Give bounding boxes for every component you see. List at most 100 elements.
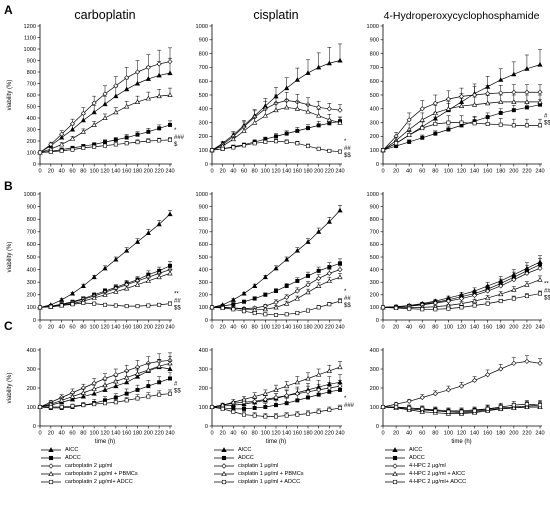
y-tick-label: 100	[199, 405, 208, 411]
data-point	[59, 134, 65, 140]
legend-label: cisplatin 1 µg/ml	[238, 463, 279, 469]
legend-label: cisplatin 1 µg/ml + PBMCs	[238, 471, 304, 477]
legend-symbol	[214, 463, 234, 469]
series-5	[38, 389, 172, 409]
data-point	[145, 95, 151, 101]
x-tick-label: 60	[241, 431, 247, 437]
x-tick-label: 140	[282, 325, 291, 331]
chart-panel-b-2: 0 100 200 300 400 500 600 700 800 900 1000 0 20 40 60 8…	[196, 192, 352, 331]
y-tick-label: 200	[370, 386, 379, 392]
y-tick-label: 0	[376, 424, 379, 430]
data-point	[537, 276, 543, 282]
series-5	[210, 404, 342, 419]
data-point	[446, 120, 451, 125]
data-point	[537, 89, 543, 95]
data-point	[305, 239, 311, 244]
series-3	[37, 47, 173, 156]
legend-entry: cisplatin 1 µg/ml + PBMCs	[213, 470, 383, 478]
significance-annotation: *	[344, 139, 347, 145]
series-line	[382, 104, 541, 151]
y-tick-label: 0	[205, 424, 208, 430]
data-point	[295, 398, 300, 403]
data-point	[242, 406, 246, 411]
data-point	[113, 378, 119, 384]
y-tick-label: 800	[27, 217, 36, 223]
data-point	[326, 60, 332, 66]
data-point	[295, 141, 300, 146]
y-tick-label: 100	[199, 305, 208, 311]
legend-marker	[48, 455, 54, 461]
data-point	[167, 366, 173, 371]
data-point	[420, 126, 425, 131]
data-point	[167, 270, 173, 276]
data-point	[537, 61, 543, 67]
data-point	[326, 385, 332, 391]
y-tick-label: 500	[370, 93, 379, 99]
data-point	[538, 123, 542, 128]
y-tick-label: 800	[370, 217, 379, 223]
x-tick-label: 180	[133, 169, 142, 175]
y-tick-label: 1100	[24, 35, 36, 41]
data-point	[471, 101, 478, 107]
x-tick-label: 220	[325, 431, 334, 437]
y-tick-label: 0	[205, 162, 208, 168]
data-point	[81, 145, 86, 150]
y-tick-label: 200	[199, 293, 208, 299]
y-tick-label: 1000	[367, 24, 379, 30]
x-tick-label: 80	[80, 431, 86, 437]
data-point	[102, 375, 108, 382]
data-point	[262, 306, 268, 312]
x-tick-label: 140	[282, 169, 291, 175]
data-point	[326, 219, 332, 224]
data-point	[113, 256, 119, 262]
legend-entry: carboplatin 2 µg/ml	[40, 462, 210, 470]
legend-marker	[48, 479, 54, 485]
significance-annotation: *	[344, 289, 347, 295]
data-point	[445, 387, 451, 393]
legend-marker	[48, 447, 54, 453]
x-tick-label: 140	[111, 169, 120, 175]
data-point	[316, 283, 322, 288]
x-tick-label: 140	[111, 431, 120, 437]
data-point	[511, 99, 517, 104]
x-tick-label: 160	[483, 431, 492, 437]
y-tick-label: 800	[199, 51, 208, 57]
y-tick-label: 900	[370, 38, 379, 44]
y-tick-label: 700	[370, 65, 379, 71]
data-point	[294, 106, 300, 111]
x-tick-label: 0	[210, 431, 213, 437]
significance-annotation: #	[544, 113, 548, 119]
y-tick-label: 600	[27, 93, 36, 99]
data-point	[113, 288, 119, 294]
legend-marker	[221, 479, 227, 485]
data-point	[92, 144, 97, 149]
x-tick-label: 0	[210, 325, 213, 331]
data-point	[69, 126, 76, 132]
legend-label: carboplatin 2 µg/ml	[65, 463, 113, 469]
data-point	[337, 57, 343, 63]
data-point	[252, 405, 257, 410]
legend-marker	[392, 447, 398, 453]
data-point	[485, 372, 491, 378]
data-point	[316, 64, 322, 70]
chart-panel-a-2: cisplatin0100200300400500600700800900100…	[196, 8, 352, 175]
data-point	[306, 395, 310, 400]
data-point	[294, 77, 300, 82]
data-point	[102, 101, 108, 107]
data-point	[145, 367, 151, 372]
legend-symbol	[41, 447, 61, 453]
data-point	[485, 301, 490, 306]
data-point	[102, 292, 108, 297]
data-point	[294, 379, 300, 385]
x-tick-label: 160	[483, 169, 492, 175]
y-tick-label: 100	[370, 148, 379, 154]
data-point	[326, 368, 332, 373]
series-5	[210, 298, 342, 317]
data-point	[316, 387, 322, 393]
data-point	[420, 135, 425, 140]
x-tick-label: 60	[69, 325, 75, 331]
x-tick-label: 220	[522, 169, 531, 175]
x-tick-label: 100	[89, 431, 98, 437]
